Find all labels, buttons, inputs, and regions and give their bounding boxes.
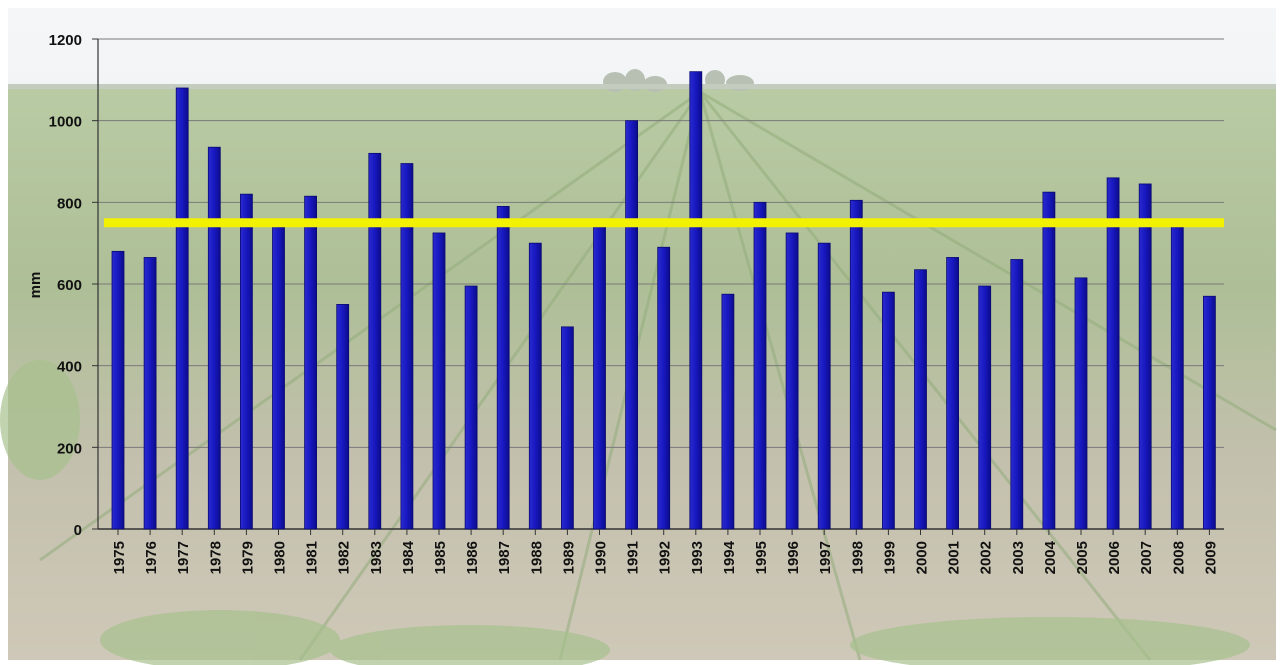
foreground-foliage: [0, 360, 1250, 665]
x-tick-label: 2009: [1202, 541, 1219, 574]
x-tick-label: 1989: [560, 541, 577, 574]
x-tick-label: 2004: [1042, 540, 1059, 574]
bars: [111, 71, 1216, 530]
bar-1977: [175, 87, 189, 530]
x-tick-label: 1982: [336, 541, 353, 574]
x-tick-label: 2002: [978, 541, 995, 574]
y-tick-label: 600: [57, 277, 82, 294]
bar-1989: [561, 326, 574, 530]
bar-1980: [272, 226, 285, 530]
bar-1982: [336, 304, 350, 530]
x-tick-label: 1981: [304, 541, 321, 574]
x-tick-label: 1987: [496, 541, 513, 574]
x-tick-label: 1992: [657, 541, 674, 574]
x-tick-label: 1986: [464, 541, 481, 574]
x-tick-label: 1978: [207, 541, 224, 574]
x-tick-label: 1990: [593, 541, 610, 574]
bar-1990: [593, 226, 606, 530]
bar-2003: [1010, 259, 1024, 530]
bar-1995: [753, 201, 767, 530]
x-tick-label: 2003: [1010, 541, 1027, 574]
bar-1991: [625, 120, 638, 530]
y-tick-label: 1200: [49, 32, 82, 49]
x-tick-label: 1980: [272, 541, 289, 574]
x-tick-label: 2001: [946, 541, 963, 574]
y-axis-label: mm: [27, 272, 44, 299]
x-tick-label: 2006: [1106, 541, 1123, 574]
x-tick-label: 2000: [914, 541, 931, 574]
bar-1997: [817, 242, 831, 530]
bar-2006: [1106, 177, 1120, 530]
bar-2004: [1042, 191, 1056, 530]
bar-1985: [432, 232, 446, 530]
bar-1999: [882, 291, 895, 530]
x-tick-label: 1996: [785, 541, 802, 574]
bar-1992: [657, 246, 671, 530]
y-tick-label: 200: [57, 440, 82, 457]
x-tick-label: 1977: [175, 541, 192, 574]
x-tick-label: 1994: [721, 540, 738, 574]
bar-1978: [207, 146, 221, 530]
x-tick-label: 1985: [432, 541, 449, 574]
bar-1988: [528, 242, 542, 530]
y-tick-label: 800: [57, 195, 82, 212]
x-axis: 1975 1976 1977 1978 1979 1980 1981 1982 1983 1984…: [111, 529, 1219, 574]
bar-2009: [1203, 295, 1216, 530]
x-tick-label: 2005: [1074, 541, 1091, 574]
bar-1983: [368, 152, 382, 530]
bar-1996: [785, 232, 799, 530]
bar-1986: [464, 285, 478, 530]
bar-1981: [304, 195, 318, 530]
tree-line: [8, 69, 1276, 92]
x-tick-label: 1997: [817, 541, 834, 574]
x-tick-label: 2007: [1138, 541, 1155, 574]
x-tick-label: 1988: [528, 541, 545, 574]
bar-1998: [849, 199, 863, 530]
x-tick-label: 1983: [368, 541, 385, 574]
bar-1993: [689, 71, 703, 530]
x-tick-label: 1995: [753, 541, 770, 574]
y-axis: 0 200 400 600 800 1000 1200: [49, 32, 99, 539]
x-tick-label: 1984: [400, 540, 417, 574]
x-tick-label: 1999: [881, 541, 898, 574]
y-tick-label: 400: [57, 359, 82, 376]
bar-1994: [721, 293, 735, 530]
x-tick-label: 1993: [689, 541, 706, 574]
bar-1976: [143, 257, 157, 530]
bar-1987: [496, 206, 510, 530]
x-tick-label: 1991: [625, 541, 642, 574]
y-tick-label: 0: [74, 522, 82, 539]
bar-2005: [1074, 277, 1088, 530]
bar-2008: [1170, 226, 1184, 530]
x-tick-label: 1979: [239, 541, 256, 574]
x-tick-label: 1976: [143, 541, 160, 574]
bar-2001: [946, 257, 959, 530]
x-tick-label: 1998: [849, 541, 866, 574]
y-tick-label: 1000: [49, 114, 82, 131]
bar-2007: [1138, 183, 1152, 530]
x-tick-label: 2008: [1170, 541, 1187, 574]
x-tick-label: 1975: [111, 541, 128, 574]
bar-2002: [978, 285, 992, 530]
bar-1975: [111, 250, 125, 530]
bar-1979: [239, 193, 253, 530]
bar-2000: [914, 269, 927, 530]
